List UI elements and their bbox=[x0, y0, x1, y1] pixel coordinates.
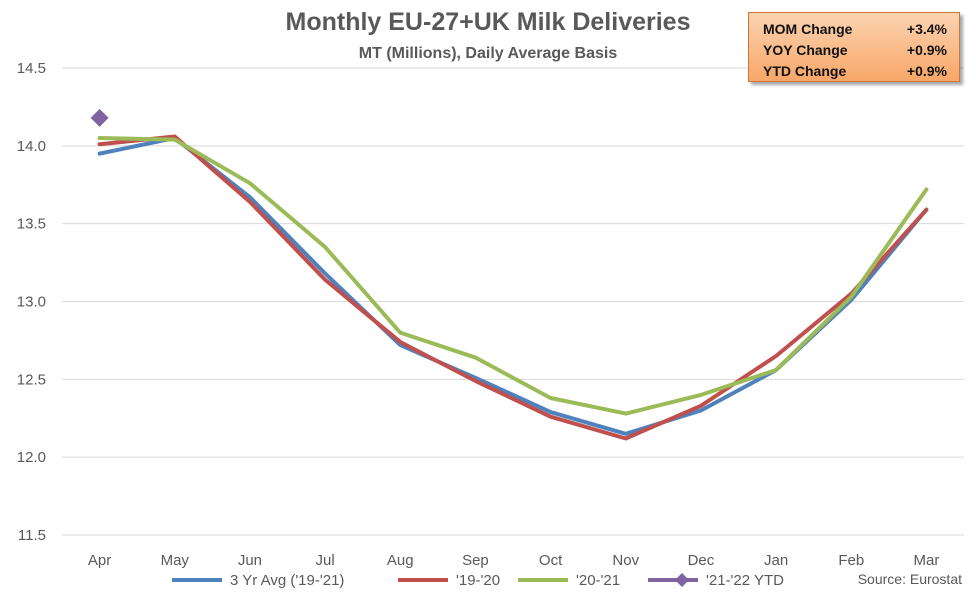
chart-title: Monthly EU-27+UK Milk Deliveries bbox=[286, 8, 691, 36]
stats-label: MOM Change bbox=[763, 21, 853, 37]
y-tick-label: 11.5 bbox=[18, 527, 46, 544]
y-tick-label: 13.5 bbox=[17, 216, 46, 233]
legend-item: '19-'20 bbox=[398, 572, 500, 589]
x-tick-label: Jul bbox=[315, 552, 334, 569]
gridlines bbox=[62, 67, 964, 536]
stats-row-yoy: YOY Change +0.9% bbox=[763, 40, 947, 61]
legend-label: '20-'21 bbox=[576, 572, 620, 589]
legend-label: '21-'22 YTD bbox=[706, 572, 784, 589]
series-line-2 bbox=[97, 136, 929, 416]
series-line-0 bbox=[97, 136, 929, 436]
x-tick-label: Apr bbox=[88, 552, 111, 569]
x-tick-label: Dec bbox=[688, 552, 715, 569]
y-axis-tick-labels: 11.5 12.0 12.5 13.0 13.5 14.0 14.5 bbox=[17, 60, 46, 544]
y-tick-label: 13.0 bbox=[17, 294, 46, 311]
legend-label: '19-'20 bbox=[456, 572, 500, 589]
legend: 3 Yr Avg ('19-'21) '19-'20 '20-'21 '21-'22 … bbox=[172, 572, 784, 589]
series-lines bbox=[90, 108, 929, 441]
x-tick-label: Oct bbox=[539, 552, 563, 569]
x-tick-label: Feb bbox=[838, 552, 864, 569]
legend-item: '21-'22 YTD bbox=[648, 572, 784, 589]
change-stats-box: MOM Change +3.4% YOY Change +0.9% YTD Ch… bbox=[748, 12, 960, 82]
stats-label: YOY Change bbox=[763, 42, 848, 58]
source-note: Source: Eurostat bbox=[858, 571, 962, 587]
stats-value: +0.9% bbox=[906, 42, 947, 58]
x-tick-label: Jan bbox=[764, 552, 788, 569]
stats-value: +0.9% bbox=[906, 63, 947, 79]
chart-subtitle: MT (Millions), Daily Average Basis bbox=[359, 45, 618, 62]
y-tick-label: 14.5 bbox=[17, 60, 46, 77]
x-tick-label: Mar bbox=[913, 552, 939, 569]
stats-row-ytd: YTD Change +0.9% bbox=[763, 61, 947, 82]
x-tick-label: Sep bbox=[462, 552, 489, 569]
x-axis-tick-labels: Apr May Jun Jul Aug Sep Oct Nov Dec Jan Feb Mar bbox=[88, 552, 939, 569]
series-ytd-marker bbox=[90, 108, 109, 127]
stats-row-mom: MOM Change +3.4% bbox=[763, 19, 947, 40]
x-tick-label: Nov bbox=[612, 552, 639, 569]
legend-item: '20-'21 bbox=[518, 572, 620, 589]
y-tick-label: 12.0 bbox=[17, 449, 46, 466]
stats-value: +3.4% bbox=[906, 21, 947, 37]
x-tick-label: May bbox=[161, 552, 190, 569]
x-tick-label: Aug bbox=[387, 552, 414, 569]
series-line-1 bbox=[97, 134, 929, 441]
y-tick-label: 12.5 bbox=[17, 371, 46, 388]
legend-diamond-marker bbox=[675, 573, 689, 587]
legend-item: 3 Yr Avg ('19-'21) bbox=[172, 572, 344, 589]
x-tick-label: Jun bbox=[238, 552, 262, 569]
legend-label: 3 Yr Avg ('19-'21) bbox=[230, 572, 344, 589]
stats-label: YTD Change bbox=[763, 63, 847, 79]
y-tick-label: 14.0 bbox=[17, 138, 46, 155]
